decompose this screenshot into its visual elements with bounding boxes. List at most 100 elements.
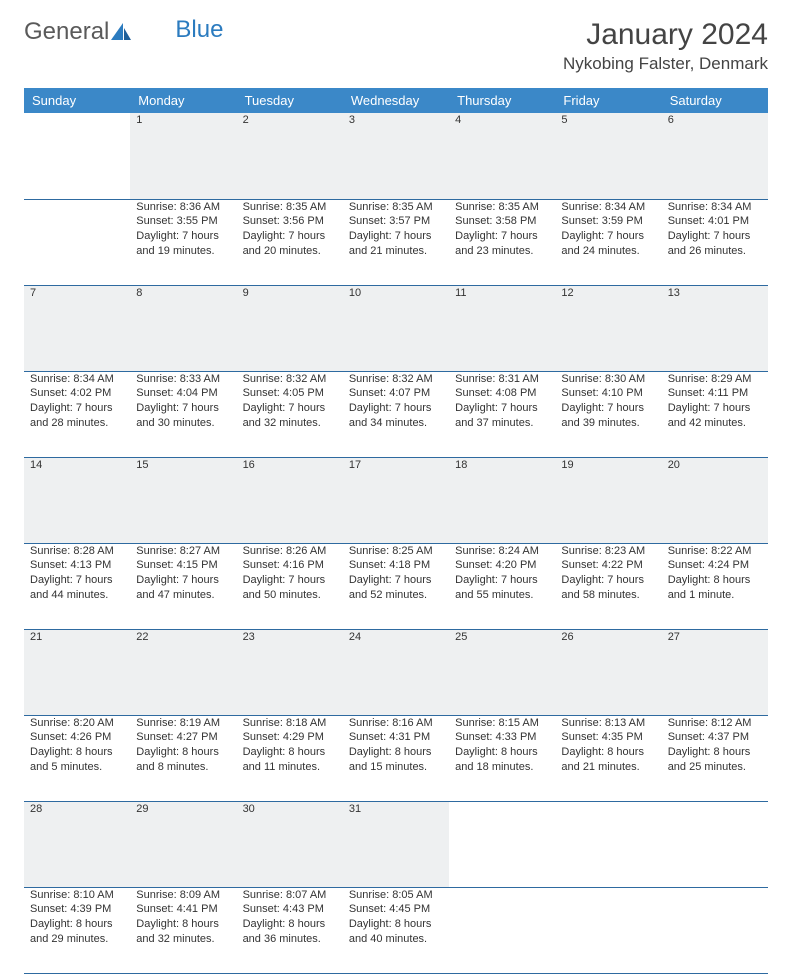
daylight-text: Daylight: 7 hours and 20 minutes. <box>243 229 337 259</box>
day-content-cell: Sunrise: 8:20 AMSunset: 4:26 PMDaylight:… <box>24 715 130 801</box>
day-content-cell: Sunrise: 8:13 AMSunset: 4:35 PMDaylight:… <box>555 715 661 801</box>
daylight-text: Daylight: 7 hours and 47 minutes. <box>136 573 230 603</box>
sunset-text: Sunset: 4:37 PM <box>668 730 762 745</box>
daylight-text: Daylight: 7 hours and 58 minutes. <box>561 573 655 603</box>
day-content-cell: Sunrise: 8:35 AMSunset: 3:56 PMDaylight:… <box>237 199 343 285</box>
daylight-text: Daylight: 7 hours and 52 minutes. <box>349 573 443 603</box>
sunrise-text: Sunrise: 8:20 AM <box>30 716 124 731</box>
day-content-cell: Sunrise: 8:34 AMSunset: 4:02 PMDaylight:… <box>24 371 130 457</box>
daylight-text: Daylight: 8 hours and 21 minutes. <box>561 745 655 775</box>
sunrise-text: Sunrise: 8:18 AM <box>243 716 337 731</box>
sunset-text: Sunset: 4:01 PM <box>668 214 762 229</box>
daylight-text: Daylight: 8 hours and 18 minutes. <box>455 745 549 775</box>
day-number-cell: 7 <box>24 285 130 371</box>
sunset-text: Sunset: 3:56 PM <box>243 214 337 229</box>
daylight-text: Daylight: 7 hours and 19 minutes. <box>136 229 230 259</box>
day-number-cell: 6 <box>662 113 768 199</box>
weekday-header: Friday <box>555 88 661 113</box>
sunrise-text: Sunrise: 8:32 AM <box>243 372 337 387</box>
day-number-cell: 27 <box>662 629 768 715</box>
daylight-text: Daylight: 7 hours and 42 minutes. <box>668 401 762 431</box>
day-number-cell: 24 <box>343 629 449 715</box>
day-number-cell: 29 <box>130 801 236 887</box>
day-content-cell: Sunrise: 8:26 AMSunset: 4:16 PMDaylight:… <box>237 543 343 629</box>
calendar-header-row: SundayMondayTuesdayWednesdayThursdayFrid… <box>24 88 768 113</box>
day-number-cell: 15 <box>130 457 236 543</box>
day-number-cell: 8 <box>130 285 236 371</box>
day-number-row: 78910111213 <box>24 285 768 371</box>
sunset-text: Sunset: 4:33 PM <box>455 730 549 745</box>
sunset-text: Sunset: 4:02 PM <box>30 386 124 401</box>
sunset-text: Sunset: 3:57 PM <box>349 214 443 229</box>
daylight-text: Daylight: 8 hours and 5 minutes. <box>30 745 124 775</box>
sunset-text: Sunset: 4:10 PM <box>561 386 655 401</box>
sunset-text: Sunset: 4:43 PM <box>243 902 337 917</box>
sunset-text: Sunset: 3:55 PM <box>136 214 230 229</box>
day-number-row: 21222324252627 <box>24 629 768 715</box>
day-content-cell: Sunrise: 8:23 AMSunset: 4:22 PMDaylight:… <box>555 543 661 629</box>
day-number-cell: 25 <box>449 629 555 715</box>
day-content-cell: Sunrise: 8:30 AMSunset: 4:10 PMDaylight:… <box>555 371 661 457</box>
daylight-text: Daylight: 8 hours and 15 minutes. <box>349 745 443 775</box>
sunrise-text: Sunrise: 8:28 AM <box>30 544 124 559</box>
day-number-cell: 16 <box>237 457 343 543</box>
sunset-text: Sunset: 4:05 PM <box>243 386 337 401</box>
day-number-cell: 26 <box>555 629 661 715</box>
day-content-cell: Sunrise: 8:19 AMSunset: 4:27 PMDaylight:… <box>130 715 236 801</box>
day-number-row: 28293031 <box>24 801 768 887</box>
daylight-text: Daylight: 7 hours and 34 minutes. <box>349 401 443 431</box>
daylight-text: Daylight: 7 hours and 50 minutes. <box>243 573 337 603</box>
day-number-cell: 4 <box>449 113 555 199</box>
sunrise-text: Sunrise: 8:34 AM <box>561 200 655 215</box>
day-number-cell: 18 <box>449 457 555 543</box>
sunrise-text: Sunrise: 8:25 AM <box>349 544 443 559</box>
sunrise-text: Sunrise: 8:35 AM <box>243 200 337 215</box>
weekday-header: Tuesday <box>237 88 343 113</box>
weekday-header: Sunday <box>24 88 130 113</box>
sunset-text: Sunset: 4:31 PM <box>349 730 443 745</box>
sunset-text: Sunset: 3:59 PM <box>561 214 655 229</box>
day-content-row: Sunrise: 8:34 AMSunset: 4:02 PMDaylight:… <box>24 371 768 457</box>
sunset-text: Sunset: 4:11 PM <box>668 386 762 401</box>
sunset-text: Sunset: 4:39 PM <box>30 902 124 917</box>
day-content-cell: Sunrise: 8:25 AMSunset: 4:18 PMDaylight:… <box>343 543 449 629</box>
day-number-cell: 10 <box>343 285 449 371</box>
day-number-cell: 30 <box>237 801 343 887</box>
daylight-text: Daylight: 7 hours and 23 minutes. <box>455 229 549 259</box>
weekday-header: Thursday <box>449 88 555 113</box>
daylight-text: Daylight: 7 hours and 32 minutes. <box>243 401 337 431</box>
sunset-text: Sunset: 4:29 PM <box>243 730 337 745</box>
sunrise-text: Sunrise: 8:12 AM <box>668 716 762 731</box>
sunrise-text: Sunrise: 8:23 AM <box>561 544 655 559</box>
daylight-text: Daylight: 7 hours and 28 minutes. <box>30 401 124 431</box>
day-number-cell: 20 <box>662 457 768 543</box>
day-content-cell: Sunrise: 8:28 AMSunset: 4:13 PMDaylight:… <box>24 543 130 629</box>
day-content-row: Sunrise: 8:28 AMSunset: 4:13 PMDaylight:… <box>24 543 768 629</box>
day-content-cell: Sunrise: 8:22 AMSunset: 4:24 PMDaylight:… <box>662 543 768 629</box>
day-content-cell: Sunrise: 8:15 AMSunset: 4:33 PMDaylight:… <box>449 715 555 801</box>
day-number-cell: 22 <box>130 629 236 715</box>
day-number-cell: 14 <box>24 457 130 543</box>
weekday-header: Wednesday <box>343 88 449 113</box>
daylight-text: Daylight: 7 hours and 24 minutes. <box>561 229 655 259</box>
sunset-text: Sunset: 3:58 PM <box>455 214 549 229</box>
day-content-cell: Sunrise: 8:35 AMSunset: 3:58 PMDaylight:… <box>449 199 555 285</box>
day-content-cell: Sunrise: 8:24 AMSunset: 4:20 PMDaylight:… <box>449 543 555 629</box>
sunset-text: Sunset: 4:15 PM <box>136 558 230 573</box>
daylight-text: Daylight: 7 hours and 37 minutes. <box>455 401 549 431</box>
daylight-text: Daylight: 7 hours and 26 minutes. <box>668 229 762 259</box>
sunset-text: Sunset: 4:27 PM <box>136 730 230 745</box>
day-content-cell: Sunrise: 8:10 AMSunset: 4:39 PMDaylight:… <box>24 887 130 973</box>
day-number-cell: 12 <box>555 285 661 371</box>
logo: General Blue <box>24 18 223 46</box>
sunset-text: Sunset: 4:22 PM <box>561 558 655 573</box>
daylight-text: Daylight: 7 hours and 39 minutes. <box>561 401 655 431</box>
sunset-text: Sunset: 4:18 PM <box>349 558 443 573</box>
day-content-cell: Sunrise: 8:34 AMSunset: 4:01 PMDaylight:… <box>662 199 768 285</box>
daylight-text: Daylight: 8 hours and 25 minutes. <box>668 745 762 775</box>
sunrise-text: Sunrise: 8:05 AM <box>349 888 443 903</box>
day-number-cell <box>449 801 555 887</box>
day-number-cell <box>662 801 768 887</box>
daylight-text: Daylight: 8 hours and 32 minutes. <box>136 917 230 947</box>
sunset-text: Sunset: 4:20 PM <box>455 558 549 573</box>
